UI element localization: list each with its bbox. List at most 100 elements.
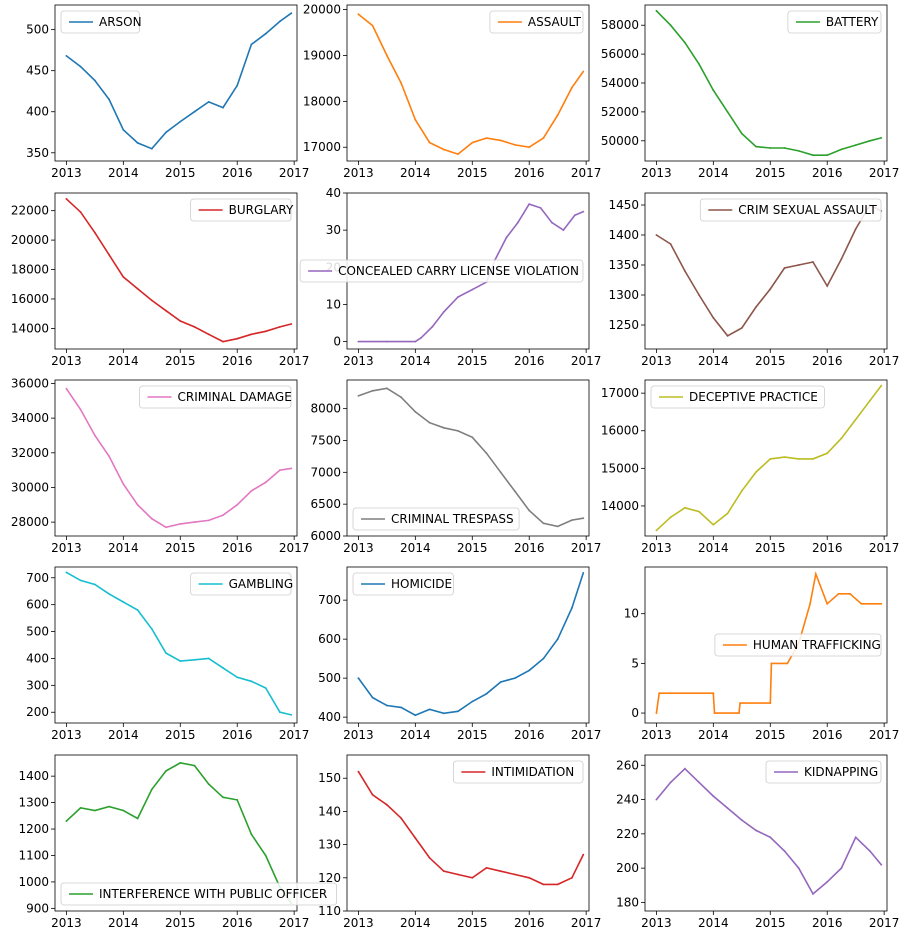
data-point — [357, 340, 360, 343]
data-point — [582, 210, 585, 213]
y-tick-label: 58000 — [601, 18, 639, 32]
data-point — [457, 430, 459, 432]
data-point — [150, 517, 153, 520]
y-tick-label: 500 — [26, 23, 49, 37]
y-tick-label: 6000 — [310, 529, 341, 543]
data-point — [236, 84, 239, 87]
data-point — [442, 148, 445, 151]
data-point — [499, 870, 502, 873]
axes-frame — [54, 566, 298, 724]
data-point — [386, 340, 388, 343]
legend-box — [452, 760, 584, 784]
axes-frame — [644, 192, 888, 350]
data-point — [179, 120, 182, 123]
data-point — [698, 781, 700, 784]
data-point — [755, 829, 757, 832]
legend: CRIM SEXUAL ASSAULT — [699, 198, 882, 222]
x-tick-label: 2015 — [457, 166, 488, 180]
data-point — [357, 770, 360, 773]
axes-frame — [346, 754, 590, 912]
legend-label: GAMBLING — [229, 577, 294, 591]
data-point — [740, 327, 743, 329]
data-point — [122, 483, 125, 485]
data-point — [428, 421, 431, 424]
data-point — [400, 817, 402, 819]
data-point — [582, 517, 585, 520]
x-tick-label: 2014 — [400, 541, 431, 555]
y-tick-label: 18000 — [303, 94, 341, 108]
data-point — [431, 325, 434, 328]
data-point — [516, 221, 519, 224]
legend-box — [714, 633, 882, 657]
data-point — [250, 333, 253, 336]
data-point — [290, 714, 293, 716]
y-tick-label: 900 — [26, 901, 49, 915]
y-tick-label: 19000 — [303, 48, 341, 62]
x-tick-label: 2016 — [812, 541, 843, 555]
y-tick-label: 1450 — [608, 198, 639, 212]
data-point — [250, 680, 253, 683]
data-point — [428, 708, 431, 711]
x-tick-label: 2016 — [514, 541, 545, 555]
x-tick-label: 2014 — [698, 166, 729, 180]
legend-label: HUMAN TRAFFICKING — [753, 638, 881, 652]
data-point — [264, 330, 267, 333]
x-tick-label: 2013 — [641, 354, 672, 368]
data-point — [386, 803, 388, 806]
y-tick-label: 20000 — [303, 3, 341, 17]
data-point — [236, 799, 239, 801]
y-tick-label: 52000 — [601, 105, 639, 119]
x-tick-label: 2015 — [457, 541, 488, 555]
data-point — [250, 490, 253, 492]
data-point — [250, 43, 253, 46]
data-point — [150, 628, 153, 630]
y-tick-label: 1400 — [18, 769, 49, 783]
data-point — [812, 458, 814, 460]
y-tick-label: 10 — [326, 297, 341, 311]
data-point — [539, 207, 542, 209]
data-point — [880, 137, 883, 139]
data-point — [573, 214, 576, 217]
data-point — [880, 384, 883, 387]
x-tick-label: 2017 — [279, 541, 310, 555]
x-tick-label: 2013 — [641, 916, 672, 930]
x-tick-label: 2017 — [279, 916, 310, 930]
data-point — [371, 696, 374, 699]
x-tick-label: 2017 — [869, 916, 900, 930]
legend: ASSAULT — [489, 10, 584, 34]
axes-frame — [54, 192, 298, 350]
data-point — [571, 519, 573, 521]
y-tick-label: 300 — [26, 678, 49, 692]
y-tick-label: 140 — [318, 804, 341, 818]
x-tick-label: 2014 — [698, 541, 729, 555]
y-tick-label: 350 — [26, 146, 49, 160]
data-point — [582, 572, 585, 574]
data-point — [655, 798, 658, 801]
data-point — [655, 234, 658, 236]
data-point — [783, 147, 786, 149]
legend-label: ASSAULT — [528, 15, 582, 29]
data-point — [770, 662, 773, 665]
data-point — [826, 285, 829, 287]
data-point — [179, 660, 182, 662]
panel-arson: 2013 2014 2015 2016 2017 350 400 450 500 ARSON — [26, 4, 309, 180]
y-tick-label: 1200 — [18, 822, 49, 836]
y-tick-label: 32000 — [11, 446, 49, 460]
data-point — [420, 337, 422, 339]
data-point — [797, 150, 800, 152]
x-tick-label: 2016 — [514, 728, 545, 742]
data-point — [514, 873, 516, 876]
data-point — [94, 231, 96, 234]
data-point — [279, 711, 281, 714]
legend: BURGLARY — [190, 198, 294, 222]
axes-frame — [346, 566, 590, 724]
data-point — [357, 677, 360, 679]
data-point — [485, 692, 488, 695]
data-point — [542, 883, 545, 886]
data-point — [400, 396, 402, 399]
legend: CRIMINAL DAMAGE — [139, 385, 292, 409]
x-tick-label: 2016 — [812, 166, 843, 180]
data-point — [740, 132, 743, 135]
data-point — [165, 526, 167, 529]
data-point — [108, 593, 110, 595]
